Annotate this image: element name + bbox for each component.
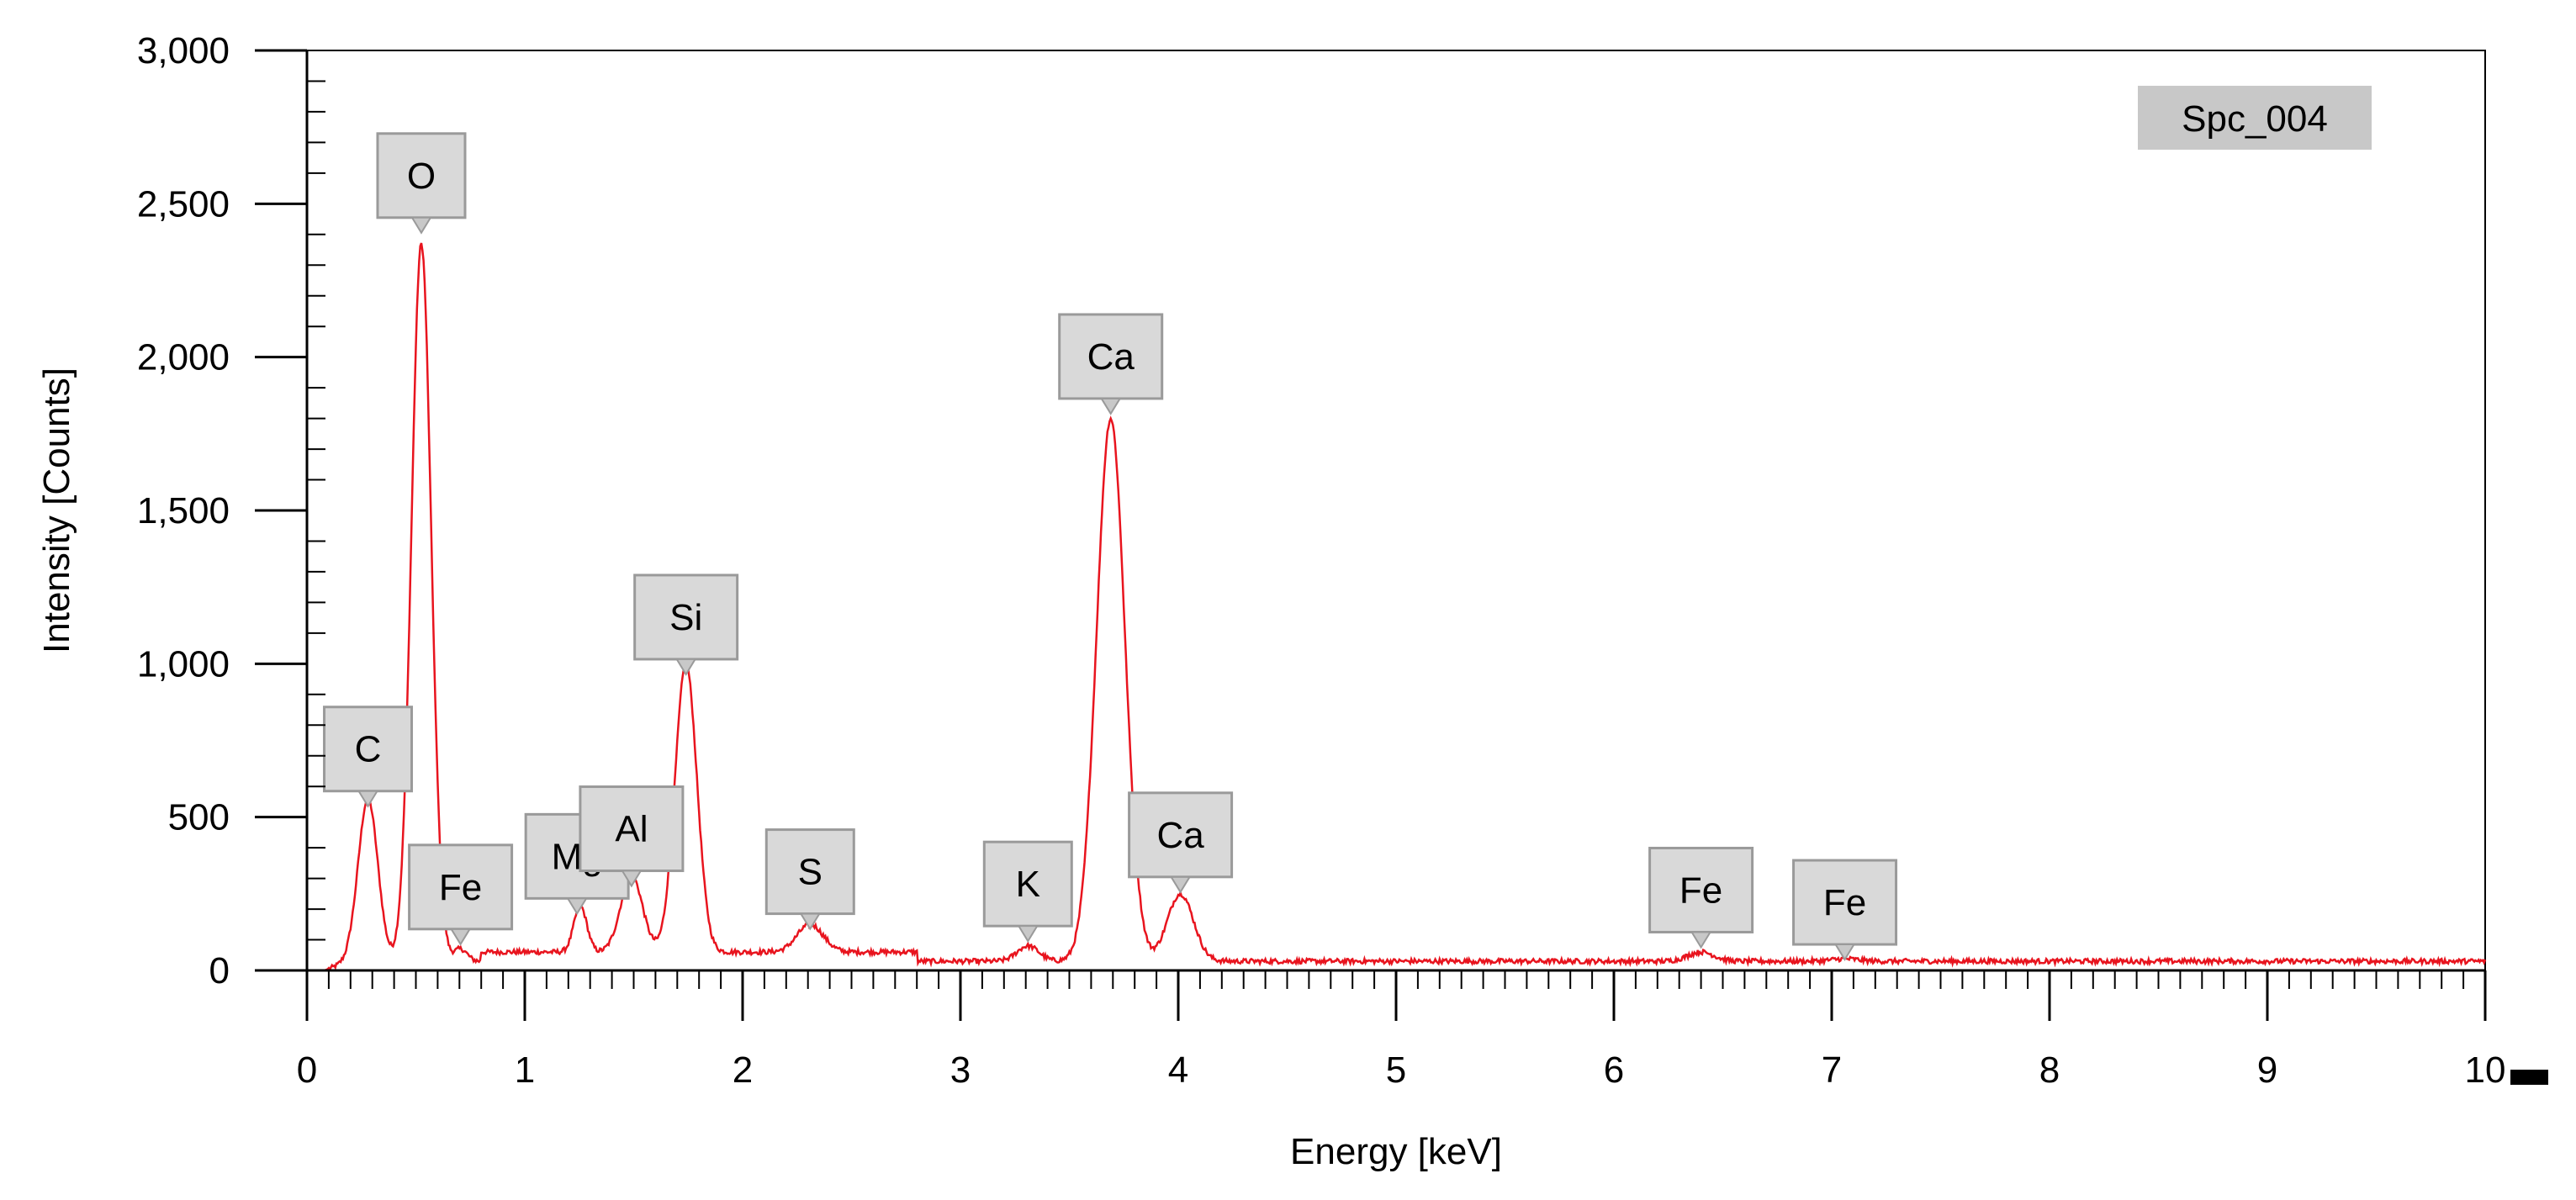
peak-callout: Fe: [1648, 846, 1754, 949]
peak-callout: Si: [633, 574, 739, 676]
peak-callout-pointer: [621, 870, 643, 888]
spectrum-label-box: [2138, 86, 2372, 150]
peak-element-label: Fe: [1823, 882, 1866, 923]
peak-callout: Al: [579, 785, 685, 888]
peak-callout-box: [376, 132, 467, 219]
peak-callout-pointer: [357, 790, 379, 808]
x-tick-label: 4: [1168, 1049, 1188, 1091]
peak-callout: Fe: [1792, 859, 1898, 961]
scroll-handle[interactable]: [2510, 1070, 2548, 1085]
x-tick-label: 5: [1386, 1049, 1406, 1091]
peak-callout-pointer: [1169, 875, 1192, 894]
y-tick-label: 500: [168, 797, 230, 838]
x-tick-label: 7: [1822, 1049, 1842, 1091]
peak-callout-pointer: [1690, 931, 1712, 949]
y-axis-title: Intensity [Counts]: [36, 367, 77, 653]
peak-element-label: Ca: [1087, 336, 1135, 378]
x-axis-title: Energy [keV]: [1290, 1131, 1502, 1172]
spectrum-label: Spc_004: [2182, 98, 2328, 140]
peak-callout-box: [408, 843, 514, 931]
y-tick-label: 3,000: [137, 30, 230, 71]
y-tick-label: 1,000: [137, 643, 230, 685]
peak-element-label: K: [1016, 864, 1040, 905]
peak-callout-pointer: [449, 928, 472, 946]
peak-element-label: C: [355, 729, 382, 770]
x-tick-label: 0: [297, 1049, 317, 1091]
peak-callout-pointer: [410, 216, 432, 235]
x-tick-label: 8: [2039, 1049, 2060, 1091]
peak-element-label: Si: [669, 597, 702, 638]
axes: 0 1 2 3 4 5 6 7 8 9 10 0 500 1,000 1,500 2,000 2,500 3,00…: [137, 30, 2506, 1091]
peak-callout: S: [764, 828, 855, 931]
peak-callout-pointer: [1833, 944, 1856, 961]
peak-callout-pointer: [799, 912, 822, 931]
peak-callout: Fe: [408, 843, 514, 946]
peak-callout-box: [1792, 859, 1898, 946]
peak-callout: Ca: [1058, 313, 1164, 415]
y-tick-label: 1,500: [137, 490, 230, 531]
x-tick-label: 10: [2465, 1049, 2506, 1091]
peak-element-label: O: [407, 156, 436, 197]
y-tick-label: 0: [209, 950, 230, 991]
x-tick-label: 3: [950, 1049, 971, 1091]
x-tick-label: 1: [515, 1049, 535, 1091]
peak-callout-pointer: [674, 658, 697, 676]
x-tick-label: 6: [1604, 1049, 1624, 1091]
x-tick-label: 2: [733, 1049, 753, 1091]
x-tick-label: 9: [2257, 1049, 2277, 1091]
peak-callout: K: [982, 840, 1073, 944]
peak-element-label: S: [798, 852, 823, 893]
peak-callout-pointer: [1099, 397, 1122, 415]
peak-callout: C: [323, 706, 414, 808]
peak-callout-box: [982, 840, 1073, 928]
y-tick-label: 2,000: [137, 337, 230, 378]
peak-callout-pointer: [1017, 925, 1039, 944]
peak-callout-box: [323, 706, 414, 793]
peak-callout-pointer: [566, 897, 588, 916]
peak-callout: O: [376, 132, 467, 235]
peak-callout: Ca: [1128, 791, 1234, 894]
peak-element-label: Al: [615, 809, 648, 850]
y-tick-label: 2,500: [137, 183, 230, 225]
peak-element-label: Fe: [439, 867, 482, 908]
peak-element-label: Ca: [1156, 815, 1204, 856]
peak-element-label: Fe: [1679, 870, 1722, 911]
spectrum-label-badge: Spc_004: [2138, 86, 2372, 150]
peak-callout-box: [764, 828, 855, 916]
